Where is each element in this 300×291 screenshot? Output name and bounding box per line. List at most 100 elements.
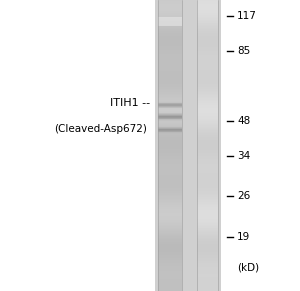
Bar xyxy=(196,93,218,94)
Bar xyxy=(158,281,182,282)
Bar xyxy=(158,134,182,135)
Bar xyxy=(196,1,218,2)
Bar xyxy=(196,75,218,76)
Bar xyxy=(158,160,182,161)
Bar xyxy=(196,227,218,228)
Bar xyxy=(196,44,218,45)
Bar xyxy=(158,15,182,16)
Bar xyxy=(196,260,218,261)
Bar xyxy=(158,254,182,255)
Bar xyxy=(158,75,182,76)
Bar xyxy=(196,238,218,239)
Bar xyxy=(158,114,182,115)
Bar xyxy=(196,240,218,241)
Bar xyxy=(196,288,218,289)
Bar xyxy=(158,263,182,264)
Bar xyxy=(158,34,182,35)
Bar xyxy=(158,127,182,128)
Bar xyxy=(158,139,182,140)
Bar xyxy=(196,121,218,122)
Bar xyxy=(196,264,218,265)
Bar xyxy=(196,271,218,272)
Text: 48: 48 xyxy=(237,116,250,126)
Bar xyxy=(196,245,218,246)
Bar xyxy=(158,214,182,215)
Bar xyxy=(158,39,182,40)
Bar xyxy=(196,184,218,185)
Bar xyxy=(158,264,182,265)
Bar xyxy=(158,157,182,158)
Bar xyxy=(196,57,218,58)
Bar xyxy=(158,189,182,190)
Bar xyxy=(158,48,182,49)
Bar xyxy=(196,230,218,231)
Bar xyxy=(196,110,218,111)
Bar xyxy=(196,196,218,197)
Bar xyxy=(158,271,182,272)
Bar xyxy=(196,81,218,82)
Bar xyxy=(196,115,218,116)
Bar xyxy=(158,84,182,85)
Bar xyxy=(158,203,182,204)
Bar xyxy=(158,257,182,258)
Bar xyxy=(158,180,182,181)
Bar xyxy=(158,2,182,3)
Bar xyxy=(196,280,218,281)
Bar xyxy=(196,178,218,179)
Bar xyxy=(196,67,218,68)
Bar xyxy=(158,119,182,120)
Bar xyxy=(158,71,182,72)
Bar xyxy=(196,276,218,277)
Bar xyxy=(158,279,182,280)
Bar xyxy=(158,250,182,251)
Bar xyxy=(158,7,182,8)
Bar xyxy=(196,29,218,30)
Bar xyxy=(196,185,218,186)
Bar xyxy=(196,76,218,77)
Bar xyxy=(154,0,220,291)
Bar xyxy=(196,95,218,96)
Bar xyxy=(196,28,218,29)
Bar xyxy=(158,82,182,83)
Bar xyxy=(158,230,182,231)
Text: 85: 85 xyxy=(237,46,250,56)
Bar xyxy=(196,60,218,61)
Bar xyxy=(158,259,182,260)
Bar xyxy=(158,52,182,53)
Bar xyxy=(196,274,218,275)
Bar xyxy=(158,167,182,168)
Bar xyxy=(158,77,182,78)
Bar xyxy=(158,26,182,27)
Bar xyxy=(196,117,218,118)
Bar xyxy=(158,195,182,196)
Bar xyxy=(158,201,182,202)
Bar xyxy=(196,183,218,184)
Bar xyxy=(158,138,182,139)
Bar xyxy=(196,259,218,260)
Bar xyxy=(158,193,182,194)
Bar xyxy=(158,227,182,228)
Bar xyxy=(196,136,218,137)
Bar xyxy=(196,167,218,168)
Bar xyxy=(158,28,182,29)
Bar xyxy=(158,30,182,31)
Bar xyxy=(158,245,182,246)
Bar xyxy=(158,226,182,227)
Bar xyxy=(158,178,182,179)
Bar xyxy=(196,56,218,57)
Bar xyxy=(196,123,218,124)
Bar xyxy=(158,231,182,232)
Bar xyxy=(196,180,218,181)
Bar xyxy=(196,58,218,59)
Bar xyxy=(196,5,218,6)
Bar xyxy=(196,239,218,240)
Bar xyxy=(158,223,182,224)
Bar xyxy=(196,51,218,52)
Bar xyxy=(158,248,182,249)
Bar xyxy=(196,66,218,67)
Bar xyxy=(196,139,218,140)
Text: (Cleaved-Asp672): (Cleaved-Asp672) xyxy=(54,125,147,134)
Bar xyxy=(196,7,218,8)
Bar xyxy=(158,197,182,198)
Bar xyxy=(158,192,182,193)
